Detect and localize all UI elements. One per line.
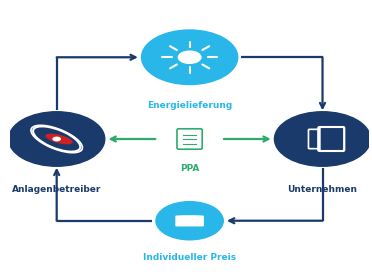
Text: Energielieferung: Energielieferung (147, 101, 232, 110)
Ellipse shape (176, 222, 203, 224)
Ellipse shape (156, 202, 223, 240)
FancyBboxPatch shape (177, 129, 202, 149)
Ellipse shape (176, 215, 203, 217)
Text: PPA: PPA (180, 163, 199, 173)
Ellipse shape (45, 134, 73, 144)
Ellipse shape (176, 219, 203, 221)
Text: Individueller Preis: Individueller Preis (143, 254, 236, 262)
FancyBboxPatch shape (320, 127, 344, 151)
FancyBboxPatch shape (175, 215, 204, 220)
Ellipse shape (275, 112, 371, 166)
Ellipse shape (141, 30, 238, 85)
FancyBboxPatch shape (175, 222, 204, 227)
Ellipse shape (9, 112, 105, 166)
FancyBboxPatch shape (308, 129, 329, 149)
Ellipse shape (177, 50, 202, 64)
Ellipse shape (52, 136, 61, 142)
Text: Unternehmen: Unternehmen (288, 185, 357, 194)
FancyBboxPatch shape (175, 219, 204, 223)
Ellipse shape (161, 123, 218, 155)
Text: Anlagenbetreiber: Anlagenbetreiber (12, 185, 102, 194)
